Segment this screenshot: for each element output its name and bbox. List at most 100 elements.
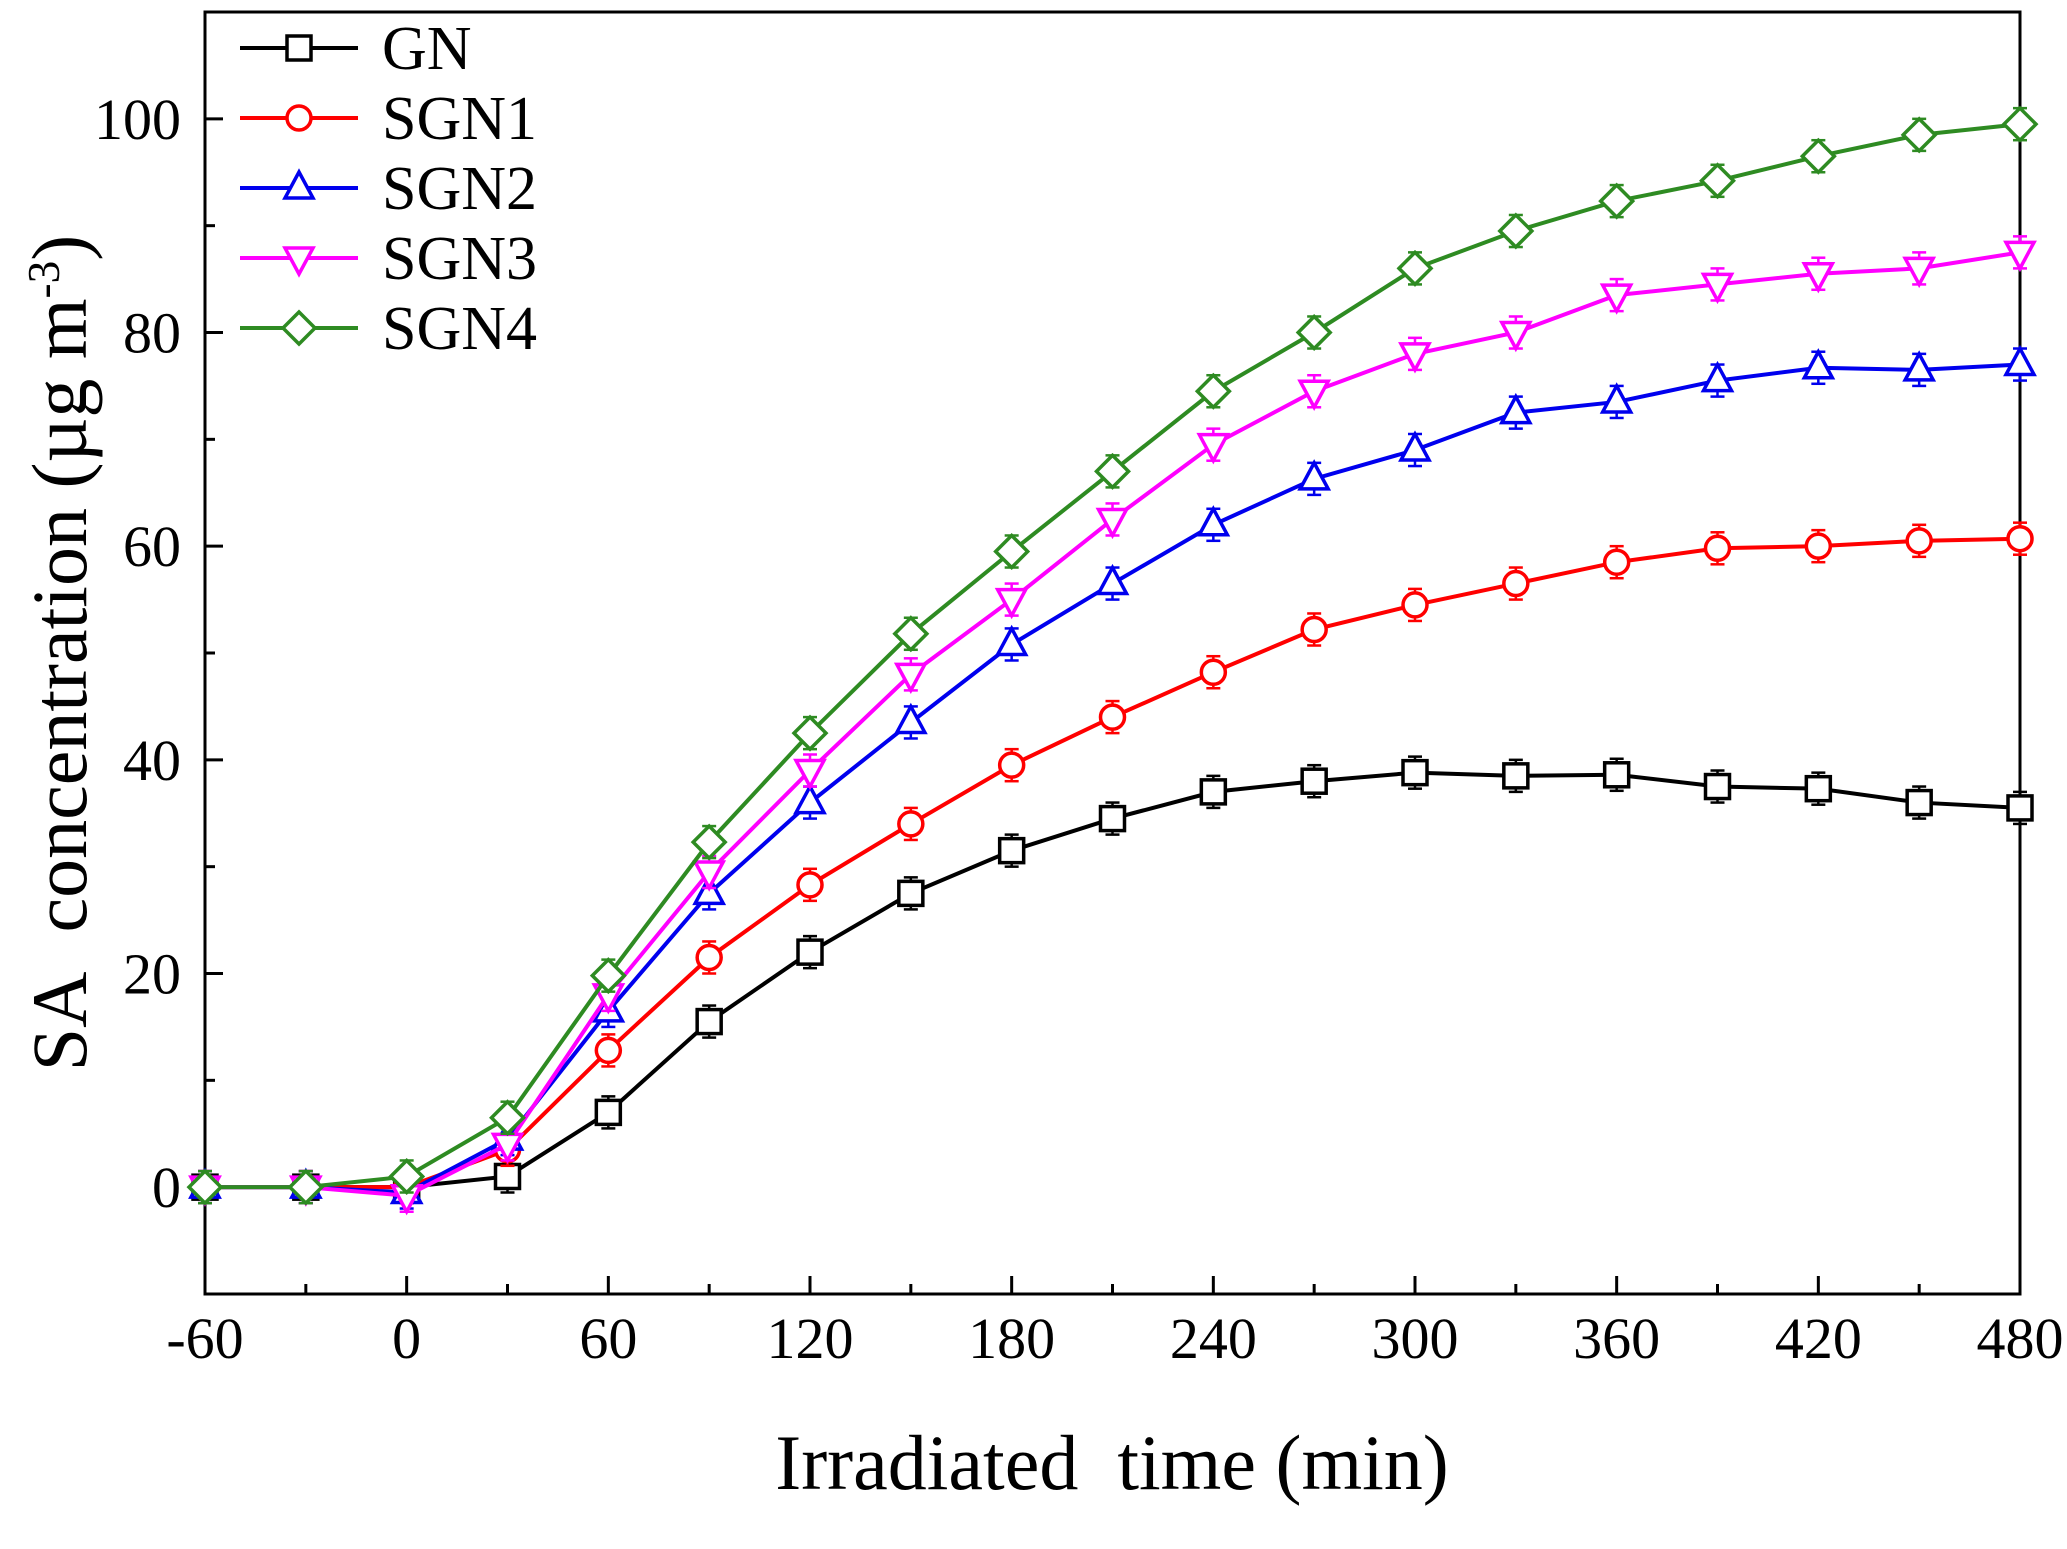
data-point-SGN4 <box>186 1168 224 1206</box>
y-axis-label: SA concentration (µg m-3) <box>15 235 105 1071</box>
data-point-SGN1 <box>1401 591 1429 619</box>
data-point-SGN3 <box>893 662 928 695</box>
legend-label-GN: GN <box>382 15 472 83</box>
data-point-GN <box>796 938 824 966</box>
series-GN <box>191 755 2034 1205</box>
data-point-SGN4 <box>489 1099 526 1137</box>
series-SGN4 <box>186 105 2039 1206</box>
x-tick-label: 240 <box>1170 1306 1257 1371</box>
y-axis-label-superscript: -3 <box>19 260 69 299</box>
data-point-GN <box>1703 772 1732 801</box>
data-point-SGN2 <box>1700 360 1735 393</box>
y-tick-label: 80 <box>123 301 181 366</box>
data-point-SGN4 <box>1699 162 1736 200</box>
data-point-SGN2 <box>893 702 928 735</box>
data-point-SGN2 <box>1801 348 1836 380</box>
legend-marker-GN <box>285 34 313 62</box>
data-point-SGN1 <box>695 943 723 972</box>
data-point-SGN3 <box>1095 507 1130 540</box>
legend-item-SGN4: SGN4 <box>240 295 537 363</box>
x-tick-label: 120 <box>767 1306 854 1371</box>
data-point-SGN4 <box>993 533 1031 570</box>
data-point-SGN4 <box>892 615 930 653</box>
data-point-SGN4 <box>1598 182 1636 220</box>
series-line-SGN1 <box>205 536 2021 1190</box>
data-point-SGN4 <box>1094 452 1131 490</box>
data-point-SGN3 <box>1700 272 1735 305</box>
y-tick-label: 20 <box>123 942 181 1007</box>
data-point-SGN1 <box>796 871 824 899</box>
data-point-SGN2 <box>1196 505 1231 537</box>
data-point-GN <box>997 836 1026 865</box>
series-SGN3 <box>188 235 2037 1216</box>
data-point-SGN3 <box>1398 342 1432 374</box>
x-tick-label: -60 <box>166 1306 243 1371</box>
data-point-SGN1 <box>1300 615 1328 644</box>
data-point-SGN1 <box>1098 703 1127 731</box>
data-point-SGN4 <box>1799 137 1837 175</box>
data-point-SGN2 <box>1398 430 1432 462</box>
data-point-SGN3 <box>692 860 727 892</box>
data-point-SGN2 <box>1599 382 1634 414</box>
legend-label-SGN2: SGN2 <box>382 155 537 223</box>
x-tick-label: 0 <box>392 1306 421 1371</box>
data-point-SGN1 <box>897 810 925 838</box>
data-point-SGN3 <box>2003 240 2037 273</box>
y-tick-labels: 0 20 40 60 80 100 <box>94 87 181 1220</box>
data-point-GN <box>1300 767 1328 795</box>
data-point-SGN1 <box>1905 527 1933 555</box>
y-tick-label: 100 <box>94 87 181 152</box>
x-tick-labels: -60 0 60 120 180 240 300 360 420 480 <box>166 1306 2063 1371</box>
data-point-SGN1 <box>1602 548 1631 576</box>
y-axis-label-main: SA concentration (µg m <box>16 298 103 1072</box>
data-point-SGN4 <box>1900 116 1938 154</box>
legend-item-SGN2: SGN2 <box>240 155 537 223</box>
legend-marker-SGN4 <box>280 309 318 347</box>
legend-marker-SGN2 <box>282 168 316 200</box>
data-point-SGN3 <box>994 587 1029 620</box>
data-point-SGN2 <box>793 782 827 815</box>
data-point-GN <box>1098 804 1127 833</box>
legend-label-SGN1: SGN1 <box>382 85 537 153</box>
y-tick-label: 0 <box>152 1155 181 1220</box>
data-point-GN <box>1804 774 1833 803</box>
data-point-SGN4 <box>287 1168 325 1206</box>
data-point-GN <box>897 879 925 908</box>
data-point-SGN4 <box>1295 314 1333 351</box>
x-tick-label: 300 <box>1372 1306 1459 1371</box>
legend-item-GN: GN <box>240 15 472 83</box>
data-point-SGN2 <box>994 624 1029 657</box>
data-point-GN <box>1401 758 1429 787</box>
data-point-SGN1 <box>594 1036 623 1065</box>
series-SGN1 <box>191 521 2034 1205</box>
x-tick-label: 180 <box>968 1306 1055 1371</box>
legend-marker-SGN1 <box>285 104 313 132</box>
data-point-SGN3 <box>1498 320 1533 353</box>
x-tick-label: 420 <box>1775 1306 1862 1371</box>
data-point-SGN3 <box>1801 261 1836 294</box>
data-point-SGN1 <box>1804 532 1833 560</box>
data-point-GN <box>1602 761 1631 789</box>
data-point-SGN4 <box>388 1158 426 1195</box>
x-tick-label: 360 <box>1573 1306 1660 1371</box>
legend-item-SGN1: SGN1 <box>240 85 537 153</box>
data-point-SGN2 <box>1297 459 1332 491</box>
data-point-SGN1 <box>1703 534 1732 563</box>
data-point-SGN4 <box>1194 372 1232 410</box>
data-point-GN <box>695 1007 723 1036</box>
data-point-GN <box>1502 762 1530 790</box>
legend-label-SGN4: SGN4 <box>382 295 537 363</box>
y-axis-label-close: ) <box>16 234 103 261</box>
data-point-SGN3 <box>1297 379 1332 411</box>
data-point-SGN4 <box>589 957 627 995</box>
data-point-GN <box>2006 794 2034 822</box>
data-point-SGN4 <box>1497 212 1535 250</box>
data-point-SGN3 <box>793 758 827 791</box>
data-point-SGN4 <box>2001 105 2039 143</box>
legend-marker-SGN3 <box>282 246 316 278</box>
data-point-SGN1 <box>997 751 1026 779</box>
data-point-SGN3 <box>1196 432 1231 465</box>
